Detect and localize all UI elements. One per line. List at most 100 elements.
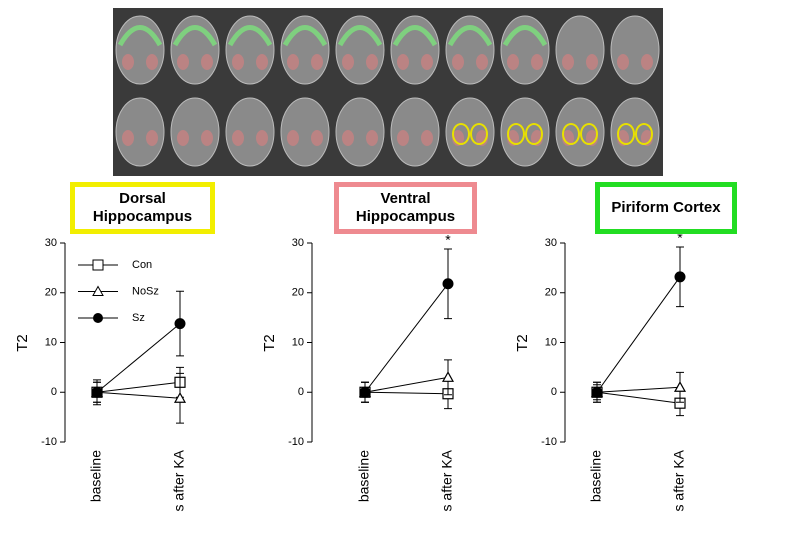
region — [117, 25, 163, 47]
region — [201, 54, 213, 70]
data-point — [674, 271, 686, 283]
region — [617, 54, 629, 70]
x-tick-label: s after KA — [439, 449, 455, 511]
chart-title: Dorsal Hippocampus — [70, 182, 215, 234]
series-line — [364, 283, 449, 393]
y-tick-label: 20 — [292, 287, 304, 299]
region — [146, 54, 158, 70]
y-tick-label: 20 — [545, 287, 557, 299]
region — [421, 130, 433, 146]
x-tick-label: baseline — [356, 450, 372, 502]
region — [342, 54, 354, 70]
region — [452, 54, 464, 70]
legend-label: NoSz — [132, 285, 159, 297]
brain-slice — [500, 97, 550, 167]
series-line — [96, 323, 181, 393]
region — [617, 123, 635, 145]
region — [525, 123, 543, 145]
region — [256, 130, 268, 146]
chart-title: Piriform Cortex — [595, 182, 737, 234]
region — [366, 130, 378, 146]
region — [452, 123, 470, 145]
series-line — [96, 381, 181, 393]
region — [177, 54, 189, 70]
region — [470, 123, 488, 145]
series-line — [596, 276, 681, 393]
region — [586, 54, 598, 70]
y-tick-label: 20 — [45, 287, 57, 299]
region — [146, 130, 158, 146]
region — [562, 54, 574, 70]
data-point — [441, 371, 455, 382]
region — [580, 123, 598, 145]
region — [232, 130, 244, 146]
x-tick-label: baseline — [588, 450, 604, 502]
region — [287, 54, 299, 70]
annotation: * — [445, 232, 451, 248]
legend-label: Sz — [132, 312, 145, 324]
y-tick-label: 30 — [292, 237, 304, 249]
region — [397, 54, 409, 70]
data-point — [173, 391, 187, 403]
series-line — [596, 391, 681, 404]
region — [342, 130, 354, 146]
region — [122, 130, 134, 146]
region — [507, 54, 519, 70]
series-line — [364, 391, 449, 395]
mri-slices — [115, 15, 660, 167]
region — [232, 54, 244, 70]
region — [337, 25, 383, 47]
region — [177, 130, 189, 146]
region — [502, 25, 548, 47]
region — [256, 54, 268, 70]
y-axis-label: T2 — [261, 334, 278, 352]
brain-slice — [390, 97, 440, 167]
region — [282, 25, 328, 47]
data-point — [174, 318, 186, 330]
brain-slice — [170, 97, 220, 167]
brain-slice — [610, 15, 660, 85]
y-axis-label: T2 — [514, 334, 531, 352]
x-tick-label: baseline — [88, 450, 104, 502]
brain-slice — [445, 97, 495, 167]
region — [562, 123, 580, 145]
region — [311, 130, 323, 146]
chart-title: Ventral Hippocampus — [334, 182, 477, 234]
x-tick-label: s after KA — [171, 449, 187, 511]
series-line — [96, 391, 181, 399]
region — [122, 54, 134, 70]
y-tick-label: 10 — [292, 336, 304, 348]
region — [227, 25, 273, 47]
region — [635, 123, 653, 145]
series-line — [364, 376, 449, 393]
y-tick-label: 10 — [45, 336, 57, 348]
y-tick-label: 0 — [551, 386, 557, 398]
y-axis-label: T2 — [14, 334, 31, 352]
y-tick-label: 30 — [545, 237, 557, 249]
region — [392, 25, 438, 47]
region — [421, 54, 433, 70]
data-point — [359, 386, 371, 398]
y-tick-label: -10 — [541, 436, 557, 448]
data-point — [673, 381, 687, 392]
brain-slice — [555, 15, 605, 85]
region — [476, 54, 488, 70]
region — [311, 54, 323, 70]
y-tick-label: 30 — [45, 237, 57, 249]
region — [397, 130, 409, 146]
y-tick-label: 0 — [298, 386, 304, 398]
y-tick-label: -10 — [41, 436, 57, 448]
data-point — [91, 386, 103, 398]
brain-slice — [225, 97, 275, 167]
region — [201, 130, 213, 146]
series-line — [596, 386, 681, 393]
y-tick-label: 0 — [51, 386, 57, 398]
brain-slice — [610, 97, 660, 167]
region — [447, 25, 493, 47]
data-point — [442, 278, 454, 290]
brain-slice — [280, 97, 330, 167]
region — [287, 130, 299, 146]
legend-marker — [92, 285, 104, 296]
y-tick-label: 10 — [545, 336, 557, 348]
